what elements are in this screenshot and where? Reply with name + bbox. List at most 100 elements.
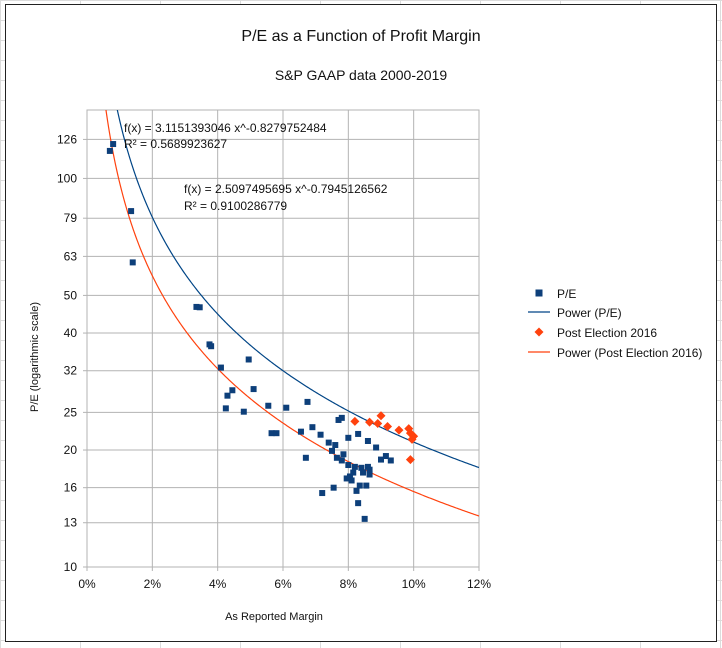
- data-point-p-e: [129, 259, 136, 266]
- data-point-p-e: [360, 469, 367, 476]
- data-point-p-e: [110, 141, 117, 148]
- data-point-p-e: [283, 404, 290, 411]
- data-point-p-e: [355, 500, 362, 507]
- legend-label-power-post-election: Power (Post Election 2016): [557, 346, 702, 360]
- y-tick-label: 10: [64, 560, 78, 574]
- y-tick-label: 16: [64, 481, 78, 495]
- data-point-p-e: [356, 482, 363, 489]
- data-point-post-election-2016: [365, 417, 375, 427]
- trendline-r-squared-pe: R² = 0.5689923627: [124, 137, 227, 151]
- legend-label-pe: P/E: [557, 287, 576, 301]
- data-point-p-e: [345, 434, 352, 441]
- legend-label-power-pe: Power (P/E): [557, 306, 622, 320]
- data-point-p-e: [335, 416, 342, 423]
- y-axis-label: P/E (logarithmic scale): [29, 302, 41, 412]
- data-point-p-e: [355, 430, 362, 437]
- data-point-p-e: [309, 424, 316, 431]
- trendline-power-post-election-2016: [105, 110, 479, 517]
- data-point-post-election-2016: [394, 425, 404, 435]
- legend: P/E Power (P/E) Post Election 2016 Power…: [528, 287, 702, 360]
- data-point-post-election-2016: [350, 416, 360, 426]
- data-point-p-e: [250, 386, 257, 393]
- data-point-p-e: [222, 405, 229, 412]
- x-tick-label: 6%: [274, 577, 292, 591]
- plot-border: [86, 109, 480, 568]
- x-tick-label: 2%: [144, 577, 162, 591]
- data-point-p-e: [366, 466, 373, 473]
- data-point-post-election-2016: [376, 411, 386, 421]
- legend-symbol-diamond: [534, 327, 544, 337]
- y-tick-label: 13: [64, 516, 78, 530]
- data-point-p-e: [325, 439, 332, 446]
- data-point-post-election-2016: [405, 455, 415, 465]
- data-point-p-e: [304, 398, 311, 405]
- data-point-p-e: [366, 471, 373, 478]
- trendline-power-p-e: [116, 110, 479, 469]
- data-point-p-e: [273, 430, 280, 437]
- data-point-p-e: [373, 444, 380, 451]
- data-point-p-e: [106, 147, 113, 154]
- trendline-equation-post-election: f(x) = 2.5097495695 x^-0.7945126562: [184, 182, 388, 196]
- data-point-p-e: [351, 463, 358, 470]
- data-point-p-e: [196, 304, 203, 311]
- data-point-p-e: [240, 408, 247, 415]
- data-point-p-e: [297, 428, 304, 435]
- chart-subtitle: S&P GAAP data 2000-2019: [275, 67, 447, 83]
- trendline-equation-pe: f(x) = 3.1151393046 x^-0.8279752484: [124, 121, 327, 135]
- y-tick-label: 40: [64, 326, 78, 340]
- plot-area: 0% 2% 4% 6% 8% 10% 12% 10 13 16 20 25 32 40 50 63 79 100 1…: [57, 109, 491, 591]
- data-point-p-e: [378, 456, 384, 463]
- x-tick-label: 0%: [78, 577, 96, 591]
- data-point-p-e: [387, 457, 394, 464]
- data-point-p-e: [348, 477, 355, 484]
- data-point-p-e: [302, 454, 309, 461]
- x-tick-label: 12%: [467, 577, 491, 591]
- data-point-p-e: [317, 431, 324, 438]
- chart-title: P/E as a Function of Profit Margin: [241, 28, 480, 45]
- data-point-post-election-2016: [383, 421, 393, 431]
- data-point-p-e: [330, 484, 337, 491]
- data-point-p-e: [364, 437, 371, 444]
- y-tick-label: 126: [57, 132, 77, 146]
- x-tick-label: 4%: [209, 577, 227, 591]
- data-point-p-e: [319, 490, 326, 497]
- data-point-p-e: [333, 454, 340, 461]
- x-tick-label: 10%: [402, 577, 426, 591]
- y-tick-label: 100: [57, 171, 77, 185]
- data-point-p-e: [193, 303, 200, 310]
- data-point-p-e: [128, 208, 135, 215]
- data-point-p-e: [353, 487, 360, 494]
- data-point-p-e: [268, 430, 275, 437]
- y-tick-label: 20: [64, 443, 78, 457]
- x-axis-label: As Reported Margin: [225, 611, 323, 623]
- data-point-p-e: [363, 482, 370, 489]
- y-tick-label: 32: [64, 364, 78, 378]
- data-point-post-election-2016: [373, 419, 383, 429]
- x-tick-label: 8%: [340, 577, 358, 591]
- data-point-p-e: [350, 469, 357, 476]
- legend-label-post-election: Post Election 2016: [557, 326, 657, 340]
- y-tick-label: 50: [64, 288, 78, 302]
- data-point-p-e: [217, 364, 224, 371]
- data-point-p-e: [361, 515, 368, 522]
- data-point-p-e: [208, 343, 215, 350]
- data-point-p-e: [358, 464, 365, 471]
- data-point-p-e: [338, 457, 345, 464]
- y-tick-label: 25: [64, 405, 78, 419]
- data-point-p-e: [340, 451, 347, 458]
- y-tick-label: 79: [64, 211, 78, 225]
- data-point-p-e: [346, 473, 353, 480]
- data-point-p-e: [343, 475, 350, 482]
- legend-symbol-square: [535, 289, 543, 297]
- data-point-post-election-2016: [409, 431, 419, 441]
- data-point-p-e: [245, 356, 252, 363]
- data-point-p-e: [345, 462, 352, 469]
- data-point-p-e: [224, 392, 231, 399]
- data-point-p-e: [382, 453, 389, 460]
- data-point-p-e: [332, 442, 339, 449]
- y-tick-label: 63: [64, 249, 78, 263]
- data-point-p-e: [329, 447, 335, 454]
- data-point-p-e: [229, 387, 236, 394]
- trendline-r-squared-post-election: R² = 0.9100286779: [184, 199, 287, 213]
